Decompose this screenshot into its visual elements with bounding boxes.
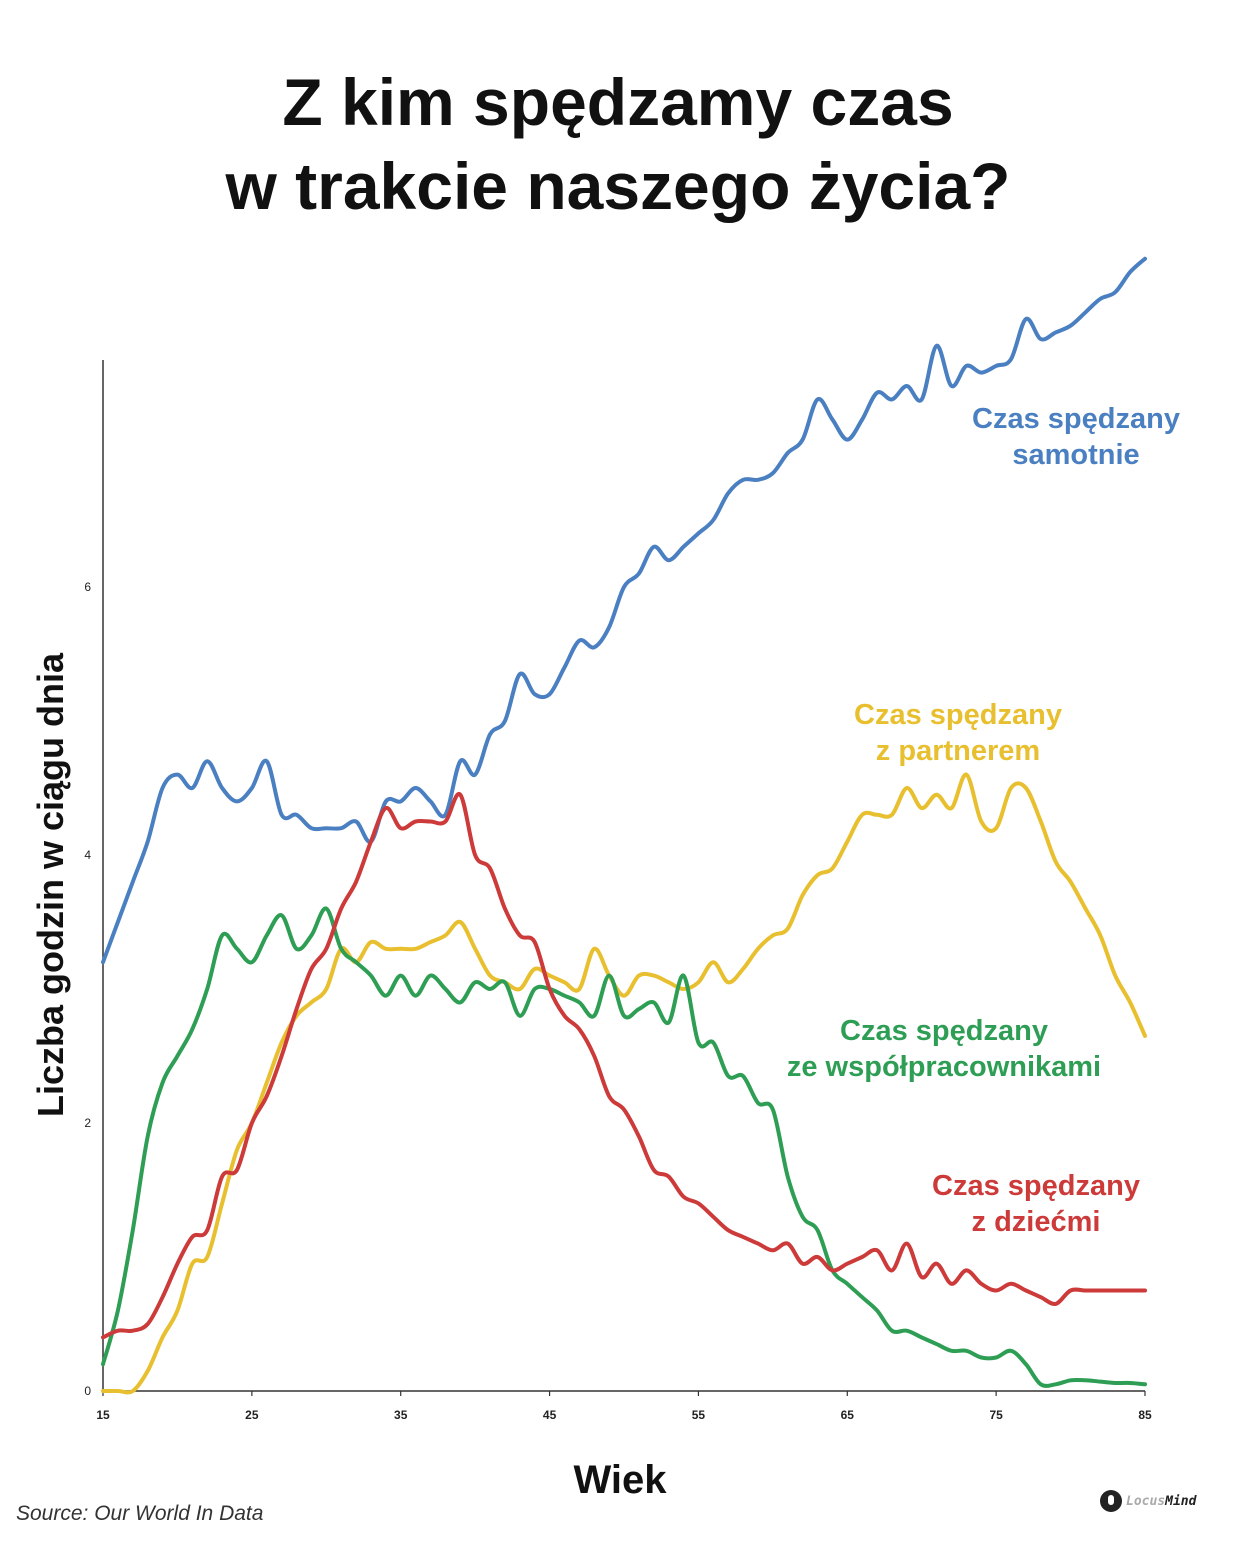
x-tick-label: 65	[841, 1408, 855, 1422]
x-tick-label: 25	[245, 1408, 259, 1422]
logo-icon	[1100, 1490, 1122, 1512]
chart-title-line-1: Z kim spędzamy czas	[282, 65, 954, 139]
chart-title-line-2: w trakcie naszego życia?	[225, 149, 1011, 223]
series-label-partner-line-2: z partnerem	[876, 735, 1040, 767]
logo-text: LocusMind	[1126, 1493, 1197, 1509]
source-note: Source: Our World In Data	[16, 1502, 264, 1525]
x-axis-label: Wiek	[573, 1458, 667, 1502]
y-tick-label: 0	[84, 1384, 91, 1398]
series-label-coworkers-line-1: Czas spędzany	[840, 1015, 1048, 1047]
series-label-alone-line-2: samotnie	[1012, 439, 1139, 471]
y-tick-label: 4	[84, 848, 91, 862]
series-line-coworkers	[101, 906, 1147, 1388]
y-tick-label: 6	[84, 580, 91, 594]
series-label-children-line-1: Czas spędzany	[932, 1170, 1140, 1202]
x-tick-label: 55	[692, 1408, 706, 1422]
series-label-children-line-2: z dziećmi	[972, 1206, 1101, 1238]
series-label-coworkers-line-2: ze współpracownikami	[787, 1051, 1101, 1083]
y-tick-label: 2	[84, 1116, 91, 1130]
series-line-partner	[101, 772, 1147, 1395]
series-line-alone	[101, 256, 1147, 965]
y-axis-label: Liczba godzin w ciągu dnia	[30, 652, 71, 1117]
series-line-children	[101, 792, 1147, 1340]
series-label-partner-line-1: Czas spędzany	[854, 699, 1062, 731]
x-tick-label: 85	[1138, 1408, 1152, 1422]
x-tick-label: 45	[543, 1408, 557, 1422]
x-tick-label: 35	[394, 1408, 408, 1422]
x-tick-label: 75	[989, 1408, 1003, 1422]
series-label-alone-line-1: Czas spędzany	[972, 403, 1180, 435]
x-tick-label: 15	[96, 1408, 110, 1422]
chart-title: Z kim spędzamy czas w trakcie naszego ży…	[0, 60, 1236, 228]
locusmind-logo: LocusMind	[1100, 1490, 1196, 1512]
